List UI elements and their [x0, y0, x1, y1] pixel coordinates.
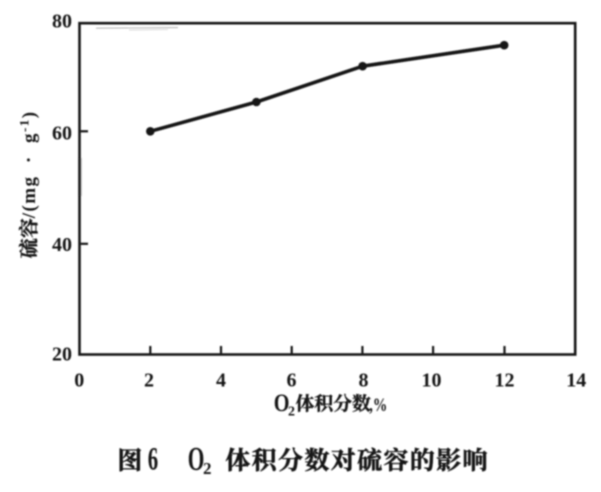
svg-text:60: 60	[52, 123, 72, 145]
svg-text:2: 2	[203, 459, 212, 478]
svg-text:4: 4	[216, 370, 226, 392]
svg-text:80: 80	[52, 10, 72, 32]
svg-text:40: 40	[52, 234, 72, 256]
svg-text:6: 6	[148, 440, 158, 477]
svg-text:10: 10	[422, 370, 442, 392]
svg-text:2: 2	[288, 405, 295, 420]
svg-text:,%: ,%	[369, 394, 387, 415]
svg-text:O: O	[188, 441, 205, 478]
svg-text:2: 2	[144, 370, 154, 392]
svg-text:14: 14	[566, 370, 586, 392]
svg-text:12: 12	[495, 370, 515, 392]
svg-text:0: 0	[74, 370, 84, 392]
svg-text:20: 20	[52, 344, 72, 366]
svg-text:8: 8	[359, 370, 369, 392]
